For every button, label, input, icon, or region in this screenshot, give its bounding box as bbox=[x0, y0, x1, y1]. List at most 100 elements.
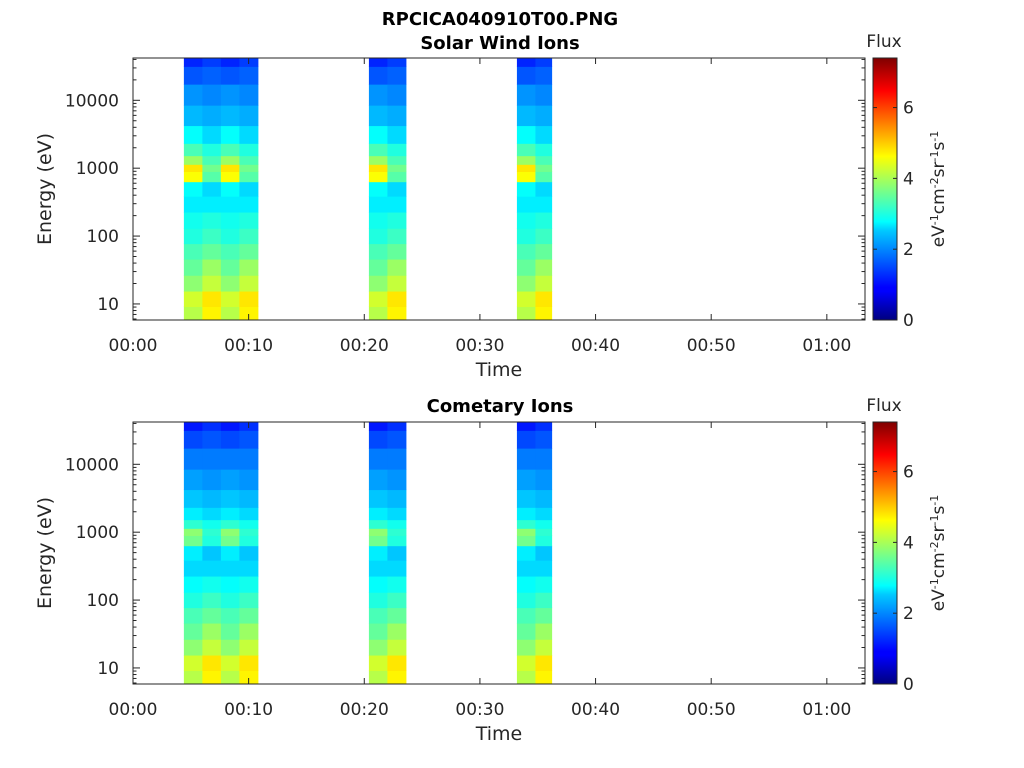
heatmap-cell bbox=[516, 545, 536, 561]
heatmap-cell bbox=[239, 212, 259, 229]
heatmap-cell bbox=[239, 125, 259, 144]
colorbar-tick-label: 2 bbox=[903, 240, 914, 260]
colorbar-unit-part: sr bbox=[929, 525, 949, 541]
heatmap-cell bbox=[220, 670, 240, 685]
heatmap-cell bbox=[183, 259, 203, 276]
heatmap-cell bbox=[202, 560, 222, 577]
heatmap-cell bbox=[516, 164, 536, 172]
heatmap-cell bbox=[239, 155, 259, 165]
heatmap-cell bbox=[516, 58, 536, 67]
heatmap-cell bbox=[183, 143, 203, 157]
x-tick-label: 00:30 bbox=[455, 700, 504, 720]
heatmap-cell bbox=[183, 291, 203, 308]
heatmap-cell bbox=[535, 171, 553, 183]
heatmap-cell bbox=[387, 592, 407, 609]
heatmap-cell bbox=[387, 519, 407, 529]
heatmap-cell bbox=[387, 545, 407, 561]
colorbar-unit-exponent: -1 bbox=[928, 131, 941, 142]
heatmap-cell bbox=[368, 607, 388, 624]
heatmap-cell bbox=[387, 489, 407, 508]
x-tick-label: 00:50 bbox=[687, 336, 736, 356]
heatmap-cell bbox=[183, 196, 203, 213]
heatmap-cell bbox=[368, 125, 388, 144]
colorbar-unit-part: cm bbox=[929, 188, 949, 214]
heatmap-cell bbox=[535, 291, 553, 308]
colorbar-tick-label: 0 bbox=[903, 675, 914, 695]
colorbar-unit-exponent: -1 bbox=[928, 151, 941, 162]
heatmap-cell bbox=[220, 448, 240, 470]
heatmap-cell bbox=[516, 430, 536, 449]
heatmap-cell bbox=[516, 655, 536, 672]
x-tick-label: 00:10 bbox=[224, 336, 273, 356]
heatmap-cell bbox=[239, 291, 259, 308]
heatmap-cell bbox=[239, 639, 259, 656]
heatmap-cell bbox=[239, 448, 259, 470]
heatmap-cell bbox=[387, 275, 407, 292]
heatmap-cell bbox=[516, 212, 536, 229]
heatmap-cell bbox=[387, 155, 407, 165]
heatmap-cell bbox=[202, 670, 222, 685]
heatmap-cell bbox=[368, 228, 388, 245]
heatmap-cell bbox=[387, 535, 407, 547]
heatmap-cell bbox=[516, 639, 536, 656]
heatmap-cell bbox=[535, 592, 553, 609]
heatmap-cell bbox=[220, 228, 240, 245]
colorbar-label: Flux bbox=[866, 396, 901, 416]
panel-title: Cometary Ions bbox=[427, 396, 574, 417]
heatmap-cell bbox=[202, 448, 222, 470]
heatmap-cell bbox=[202, 545, 222, 561]
heatmap-cell bbox=[183, 181, 203, 197]
y-axis-label: Energy (eV) bbox=[34, 497, 56, 609]
panel-solar-wind-ions: Solar Wind Ions 00:00 00:10 00:20 00:30 00:4… bbox=[34, 32, 949, 381]
heatmap-cell bbox=[202, 212, 222, 229]
heatmap-cell bbox=[202, 155, 222, 165]
heatmap-cell bbox=[535, 535, 553, 547]
heatmap-cell bbox=[220, 181, 240, 197]
heatmap-cell bbox=[202, 259, 222, 276]
heatmap-cell bbox=[516, 181, 536, 197]
heatmap-cell bbox=[183, 422, 203, 431]
heatmap-cell bbox=[368, 422, 388, 431]
heatmap-cell bbox=[183, 171, 203, 183]
colorbar-tick-label: 6 bbox=[903, 99, 914, 119]
heatmap-cell bbox=[368, 155, 388, 165]
heatmap-cell bbox=[183, 507, 203, 521]
heatmap-cell bbox=[220, 84, 240, 106]
heatmap-cell bbox=[368, 639, 388, 656]
heatmap-cell bbox=[387, 448, 407, 470]
heatmap-cell bbox=[239, 489, 259, 508]
heatmap-cell bbox=[202, 639, 222, 656]
heatmap-cell bbox=[202, 528, 222, 536]
heatmap-cell bbox=[516, 143, 536, 157]
heatmap-cell bbox=[202, 489, 222, 508]
heatmap-cell bbox=[535, 155, 553, 165]
heatmap-cell bbox=[535, 655, 553, 672]
x-tick-label: 00:40 bbox=[571, 700, 620, 720]
heatmap-cell bbox=[183, 639, 203, 656]
heatmap-cell bbox=[368, 528, 388, 536]
panel-cometary-ions: Cometary Ions 00:00 00:10 00:20 00:30 00:40 0… bbox=[34, 396, 949, 745]
heatmap-cell bbox=[183, 607, 203, 624]
heatmap-cell bbox=[535, 670, 553, 685]
heatmap-cell bbox=[183, 164, 203, 172]
heatmap-cell bbox=[535, 607, 553, 624]
heatmap-cell bbox=[387, 422, 407, 431]
heatmap-cell bbox=[183, 535, 203, 547]
panel-title: Solar Wind Ions bbox=[420, 33, 579, 54]
heatmap-cell bbox=[239, 560, 259, 577]
colorbar-unit-exponent: -2 bbox=[928, 177, 941, 188]
heatmap-cell bbox=[220, 196, 240, 213]
heatmap-cell bbox=[220, 519, 240, 529]
heatmap-cell bbox=[535, 469, 553, 491]
figure-title: RPCICA040910T00.PNG bbox=[382, 9, 618, 30]
heatmap-cells bbox=[183, 422, 553, 685]
heatmap-cell bbox=[368, 164, 388, 172]
heatmap-cell bbox=[183, 125, 203, 144]
heatmap-cell bbox=[535, 58, 553, 67]
heatmap-cell bbox=[183, 155, 203, 165]
heatmap-cell bbox=[387, 66, 407, 85]
heatmap-cell bbox=[183, 243, 203, 260]
heatmap-cell bbox=[220, 422, 240, 431]
heatmap-cell bbox=[220, 275, 240, 292]
heatmap-cell bbox=[387, 430, 407, 449]
